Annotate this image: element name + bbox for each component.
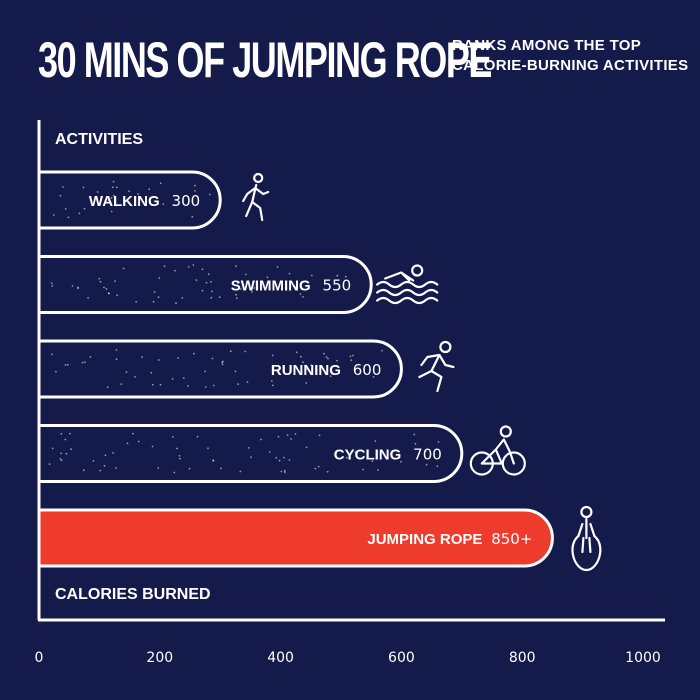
x-axis-label: CALORIES BURNED	[55, 586, 211, 603]
walking-icon	[242, 172, 270, 222]
bar-shape	[39, 339, 403, 399]
bar-value-label: 600	[353, 361, 382, 379]
bar-value-label: 300	[172, 192, 201, 210]
swimming-icon	[376, 264, 439, 305]
bar-category-label: RUNNING	[271, 362, 341, 379]
bar-running: 600 RUNNING	[39, 339, 455, 399]
bar-value-label: 550	[323, 277, 352, 295]
bar-texture	[52, 180, 211, 219]
bar-shape	[39, 424, 464, 483]
bar-category-label: CYCLING	[334, 447, 402, 464]
bars-group: 300 WALKING 550 SWIMMING 600 RUNNING 700 CYCLIN…	[37, 170, 602, 572]
bar-walking: 300 WALKING	[39, 170, 270, 230]
x-tick-label: 800	[509, 650, 536, 666]
running-icon	[418, 340, 455, 393]
cycling-icon	[469, 425, 526, 476]
bar-shape	[39, 255, 373, 314]
bar-category-label: JUMPING ROPE	[367, 531, 482, 548]
bar-texture	[51, 349, 383, 388]
bar-category-label: SWIMMING	[231, 278, 311, 295]
bar-jumping-rope: 850+ JUMPING ROPE	[37, 505, 602, 572]
x-ticks-group: 0 200 400 600 800 1000	[35, 650, 661, 666]
bar-category-label: WALKING	[89, 193, 160, 210]
bar-value-label: 700	[413, 446, 442, 464]
bar-shape	[37, 508, 554, 568]
x-tick-label: 1000	[625, 650, 661, 666]
bar-shape	[39, 170, 222, 230]
x-tick-label: 400	[267, 650, 294, 666]
jump-rope-icon	[571, 505, 602, 572]
x-tick-label: 600	[388, 650, 415, 666]
page-subtitle: RANKS AMONG THE TOP CALORIE-BURNING ACTI…	[452, 37, 689, 74]
y-axis-label: ACTIVITIES	[55, 131, 143, 148]
x-tick-label: 0	[35, 650, 44, 666]
page-title: 30 MINS OF JUMPING ROPE	[38, 32, 492, 88]
x-tick-label: 200	[146, 650, 173, 666]
bar-texture	[50, 264, 347, 304]
bar-texture	[48, 432, 440, 474]
bar-swimming: 550 SWIMMING	[39, 255, 439, 314]
bar-cycling: 700 CYCLING	[39, 424, 526, 483]
bar-value-label: 850+	[491, 530, 532, 548]
